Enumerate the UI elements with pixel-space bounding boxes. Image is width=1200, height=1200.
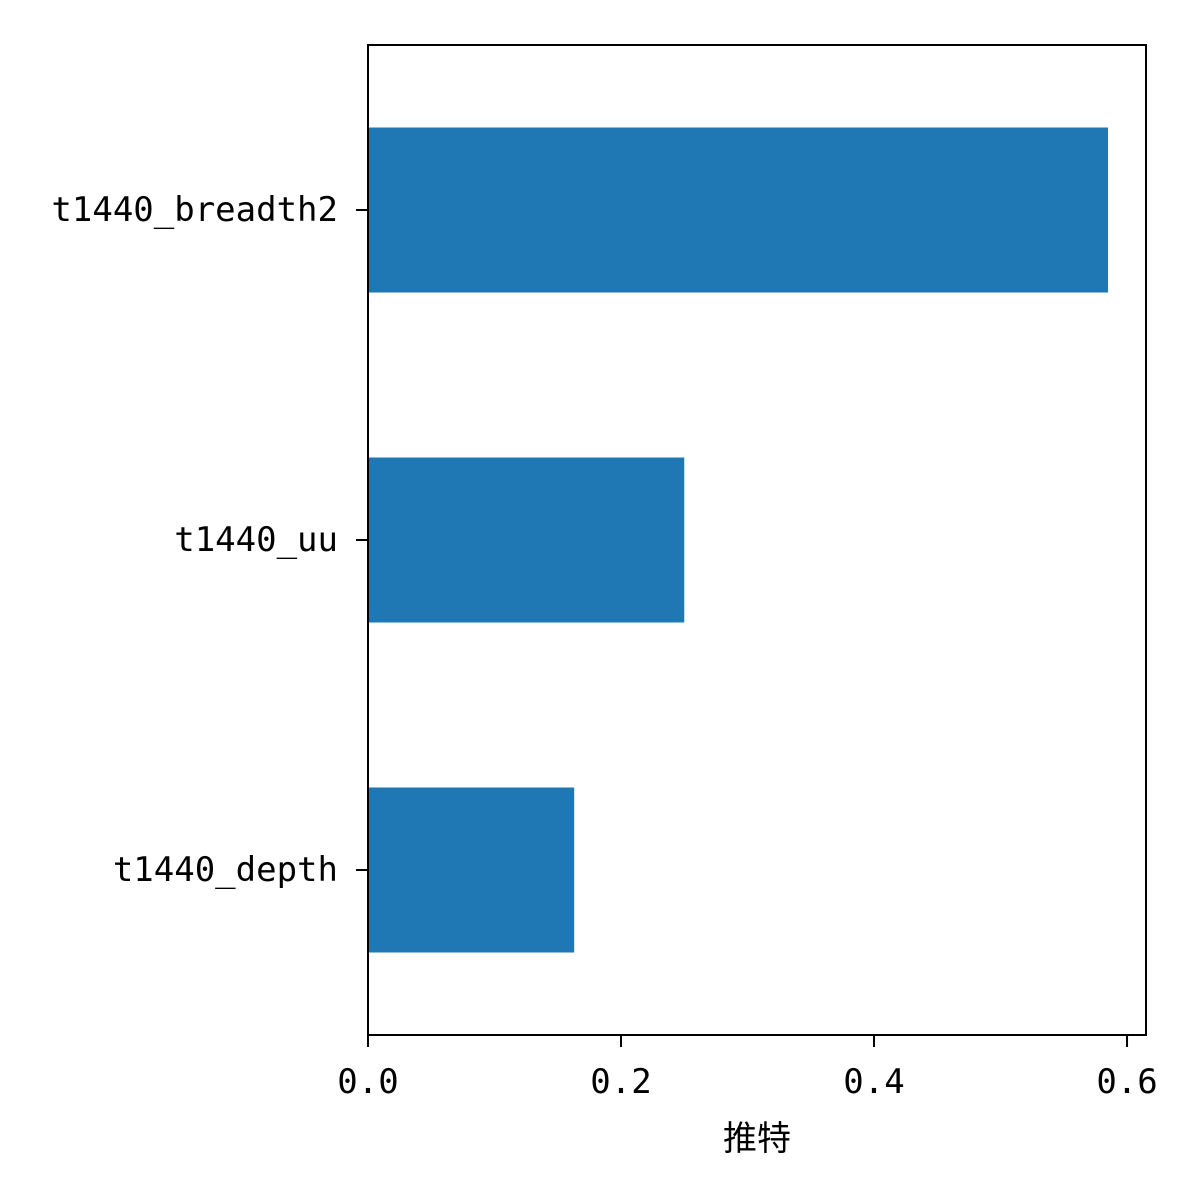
x-tick-label: 0.0	[337, 1062, 398, 1102]
bar-t1440-breadth2	[368, 127, 1109, 293]
y-axis-ticks: t1440_breadth2 t1440_uu t1440_depth	[51, 190, 368, 890]
bar-t1440-uu	[368, 457, 685, 623]
x-axis-label: 推特	[723, 1119, 791, 1159]
y-tick-label: t1440_uu	[174, 520, 338, 560]
x-tick-label: 0.6	[1096, 1062, 1157, 1102]
bars-group	[368, 127, 1109, 953]
y-tick-label: t1440_breadth2	[51, 190, 338, 230]
x-tick-label: 0.2	[590, 1062, 651, 1102]
y-tick-label: t1440_depth	[113, 850, 338, 890]
x-tick-label: 0.4	[843, 1062, 904, 1102]
bar-t1440-depth	[368, 787, 575, 953]
x-axis-ticks: 0.0 0.2 0.4 0.6	[337, 1035, 1158, 1102]
